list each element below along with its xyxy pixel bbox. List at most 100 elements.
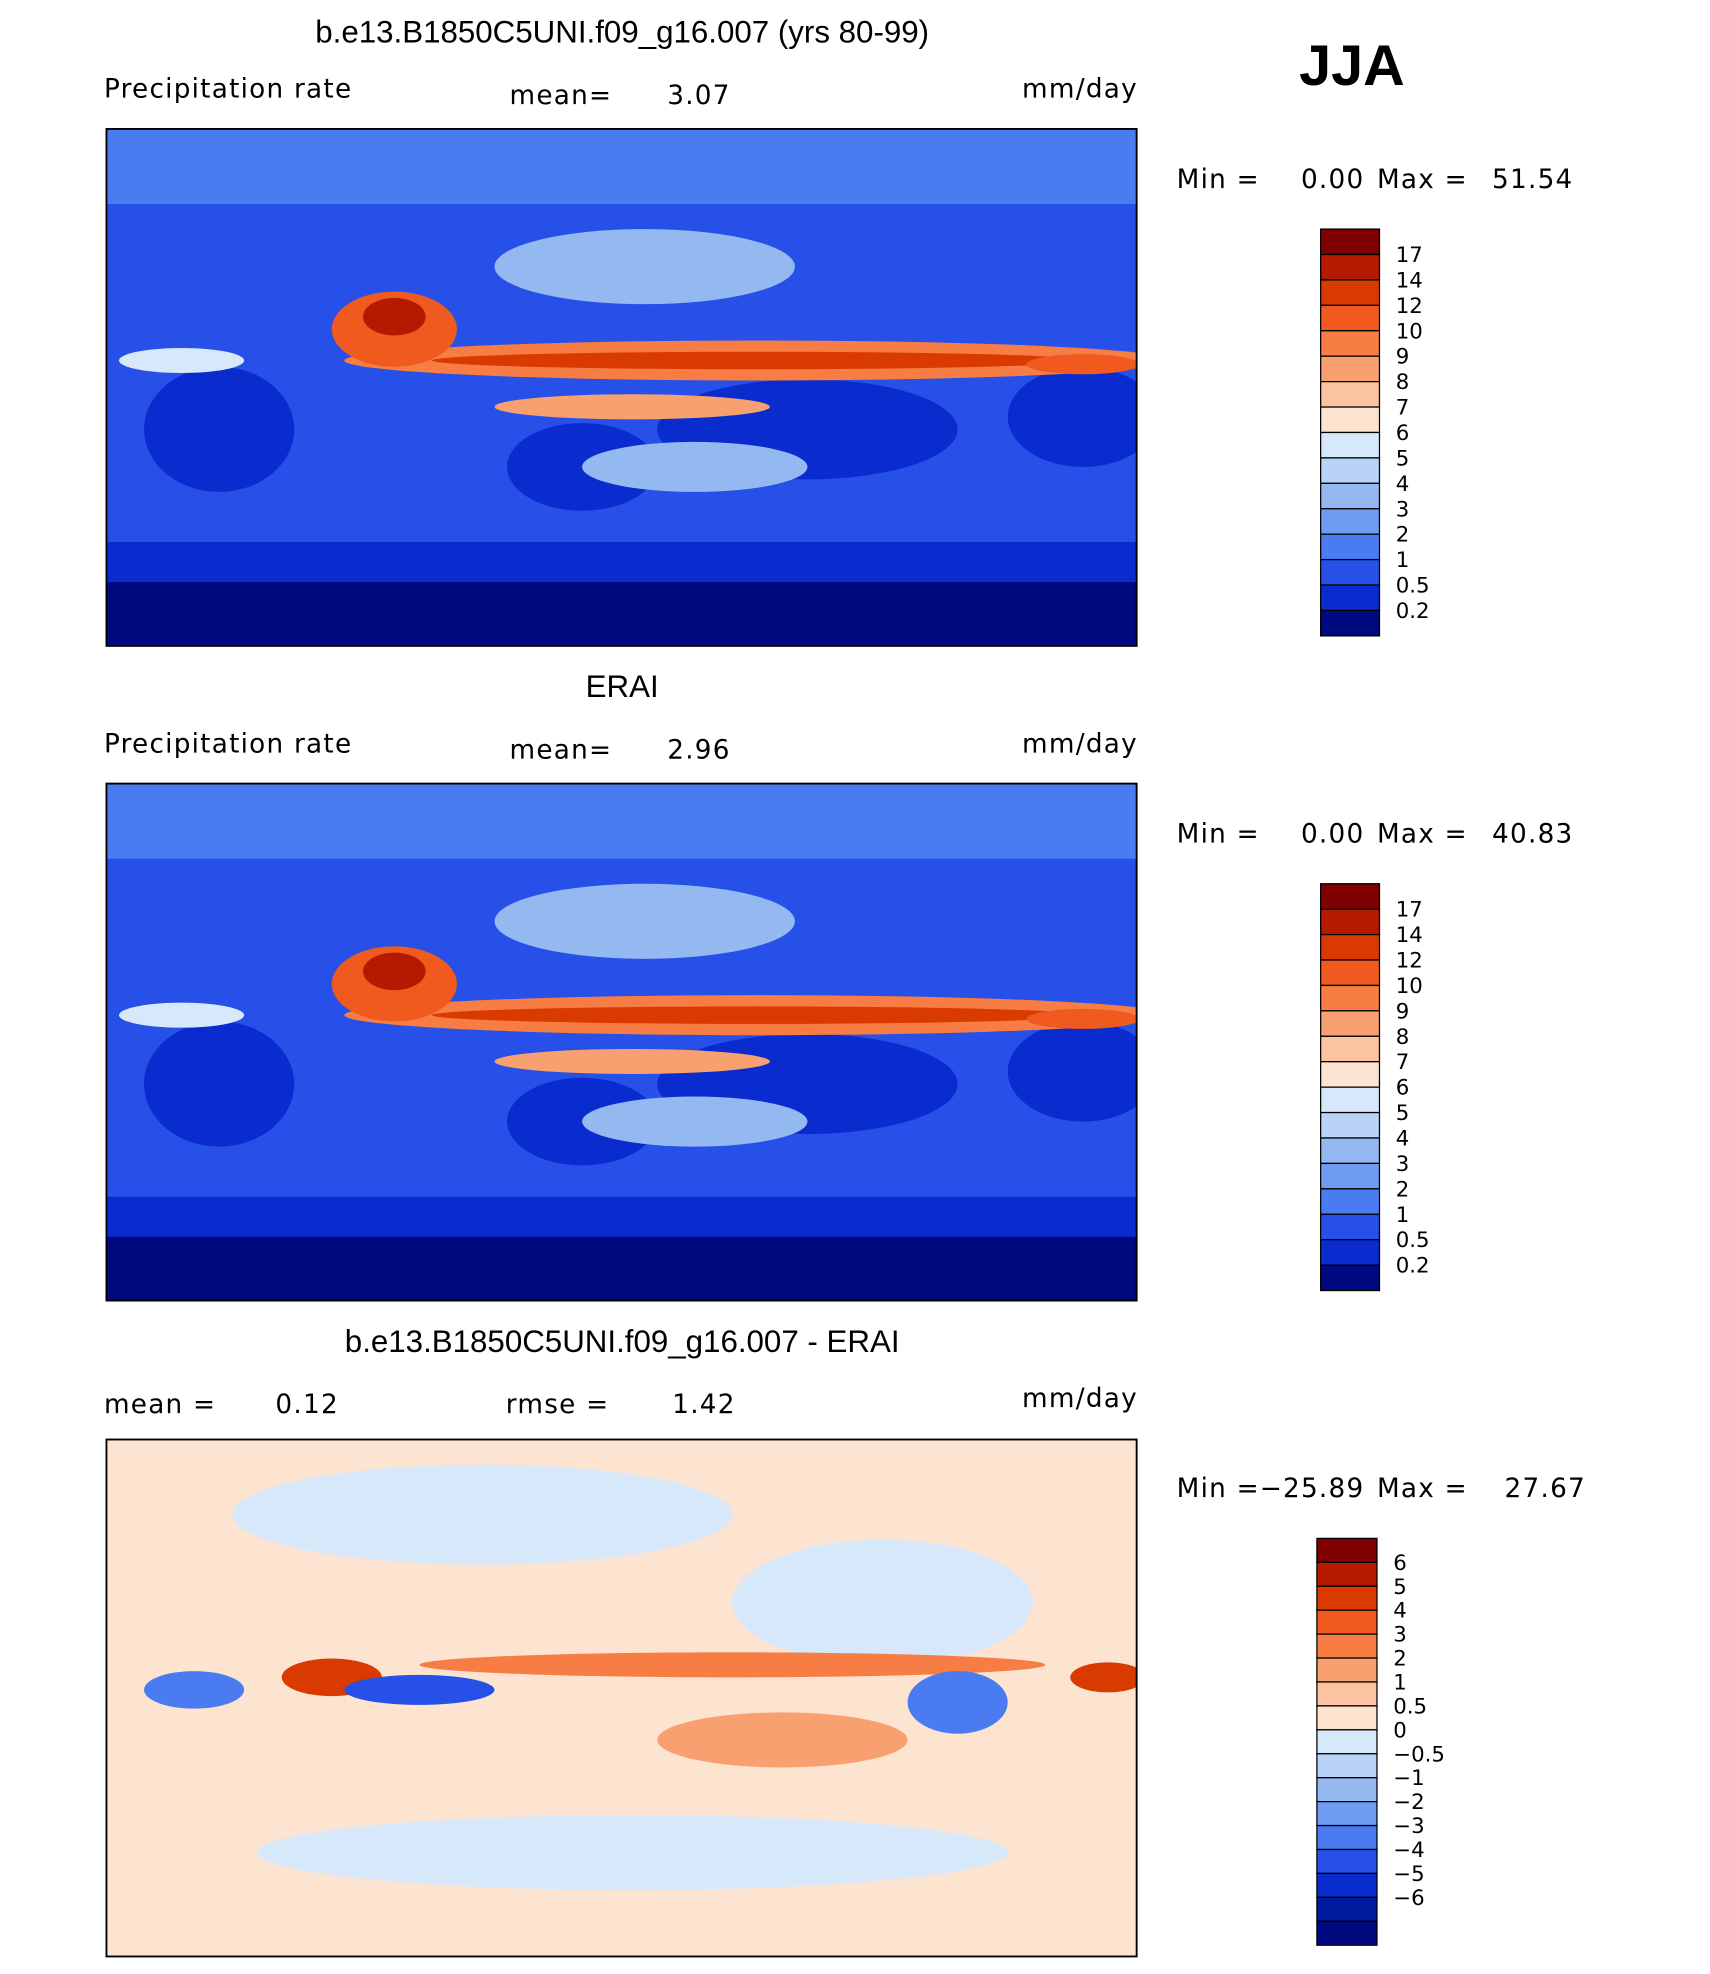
variable-label: Precipitation rate	[104, 75, 352, 105]
colorbar-label: 5	[1396, 1101, 1410, 1126]
colorbar-label: 10	[1396, 974, 1423, 999]
colorbar-box	[1316, 1705, 1378, 1731]
colorbar-label: 10	[1396, 319, 1423, 344]
colorbar-box	[1320, 380, 1381, 408]
colorbar-label: 12	[1396, 949, 1423, 974]
map-frame	[105, 782, 1138, 1302]
mean-label: mean =	[104, 1390, 216, 1420]
max-value: 27.67	[1505, 1474, 1586, 1504]
map-frame	[105, 127, 1138, 647]
min-label: Min =	[1177, 819, 1260, 849]
min-label: Min =	[1177, 165, 1260, 195]
colorbar-label: 9	[1396, 999, 1410, 1024]
units-label: mm/day	[1022, 75, 1138, 105]
colorbar-box	[1320, 1061, 1381, 1088]
colorbar-box	[1320, 558, 1381, 586]
colorbar-label: 0.2	[1396, 599, 1430, 624]
colorbar-box	[1320, 584, 1381, 612]
colorbar-box	[1320, 609, 1381, 637]
colorbar-label: 8	[1396, 1025, 1410, 1050]
max-label: Max =	[1377, 819, 1468, 849]
map-frame	[105, 1438, 1138, 1958]
colorbar-box	[1316, 1681, 1378, 1707]
max-label: Max =	[1377, 1474, 1468, 1504]
min-value: −25.89	[1260, 1474, 1365, 1504]
map	[106, 784, 1170, 1301]
colorbar-box	[1320, 883, 1381, 910]
colorbar-box	[1320, 1239, 1381, 1266]
colorbar-box	[1320, 431, 1381, 459]
colorbar-box	[1316, 1561, 1378, 1587]
colorbar-box	[1320, 1213, 1381, 1241]
colorbar-box	[1316, 1537, 1378, 1563]
colorbar-label: 2	[1396, 523, 1410, 548]
colorbar-box	[1320, 1035, 1381, 1063]
colorbar-box	[1316, 1657, 1378, 1683]
colorbar-label: 4	[1396, 1127, 1410, 1152]
colorbar-label: 5	[1393, 1575, 1407, 1600]
colorbar-label: −3	[1393, 1814, 1424, 1839]
colorbar-box	[1320, 933, 1381, 961]
colorbar-box	[1320, 304, 1381, 332]
colorbar-box	[1316, 1848, 1378, 1875]
colorbar-box	[1320, 1188, 1381, 1215]
colorbar-label: 17	[1396, 243, 1423, 268]
colorbar-label: −6	[1393, 1886, 1424, 1911]
colorbar-label: 0.5	[1396, 1228, 1430, 1253]
colorbar-label: −0.5	[1393, 1742, 1445, 1767]
colorbar-box	[1320, 330, 1381, 357]
colorbar-box	[1320, 533, 1381, 561]
colorbar-box	[1320, 1010, 1381, 1037]
colorbar-label: 0.5	[1396, 574, 1430, 599]
colorbar-label: 2	[1393, 1647, 1407, 1672]
colorbar-label: −4	[1393, 1838, 1424, 1863]
mean-value: 2.96	[667, 736, 731, 766]
colorbar-label: 1	[1393, 1670, 1407, 1695]
colorbar-box	[1320, 959, 1381, 987]
colorbar-box	[1320, 984, 1381, 1012]
colorbar-box	[1320, 228, 1381, 256]
colorbar-label: −2	[1393, 1790, 1424, 1815]
colorbar-box	[1320, 1111, 1381, 1139]
colorbar-label: 4	[1396, 472, 1410, 497]
colorbar-box	[1320, 406, 1381, 434]
colorbar-label: 9	[1396, 345, 1410, 370]
rmse-value: 1.42	[672, 1390, 736, 1420]
colorbar-label: 7	[1396, 1050, 1410, 1075]
colorbar-box	[1316, 1920, 1378, 1946]
mean-value: 3.07	[667, 81, 731, 111]
colorbar-label: 3	[1393, 1623, 1407, 1648]
colorbar-box	[1316, 1896, 1378, 1922]
max-value: 51.54	[1492, 165, 1573, 195]
colorbar-label: 6	[1393, 1551, 1407, 1576]
colorbar-label: 0	[1393, 1718, 1407, 1743]
colorbar-box	[1320, 1137, 1381, 1165]
units-label: mm/day	[1022, 1384, 1138, 1414]
panel-title: b.e13.B1850C5UNI.f09_g16.007 - ERAI	[345, 1324, 900, 1359]
colorbar-box	[1320, 1086, 1381, 1114]
min-label: Min =	[1177, 1474, 1260, 1504]
colorbar-box	[1320, 482, 1381, 510]
colorbar-label: 14	[1396, 268, 1423, 293]
colorbar-label: 7	[1396, 396, 1410, 421]
colorbar-label: 12	[1396, 294, 1423, 319]
colorbar-box	[1316, 1585, 1378, 1611]
colorbar-label: −1	[1393, 1766, 1424, 1791]
colorbar-label: 1	[1396, 548, 1410, 573]
colorbar-box	[1316, 1609, 1378, 1635]
colorbar-label: 3	[1396, 497, 1410, 522]
mean-label: mean=	[510, 736, 613, 766]
colorbar-box	[1316, 1824, 1378, 1851]
colorbar-label: 17	[1396, 898, 1423, 923]
variable-label: Precipitation rate	[104, 729, 352, 759]
colorbar-box	[1320, 457, 1381, 484]
colorbar-label: 0.2	[1396, 1254, 1430, 1279]
colorbar-label: 5	[1396, 446, 1410, 471]
colorbar-box	[1316, 1872, 1378, 1898]
colorbar-box	[1316, 1729, 1378, 1755]
colorbar-label: 6	[1396, 1076, 1410, 1101]
colorbar-label: 14	[1396, 923, 1423, 948]
colorbar-label: 4	[1393, 1599, 1407, 1624]
map	[106, 129, 1170, 646]
